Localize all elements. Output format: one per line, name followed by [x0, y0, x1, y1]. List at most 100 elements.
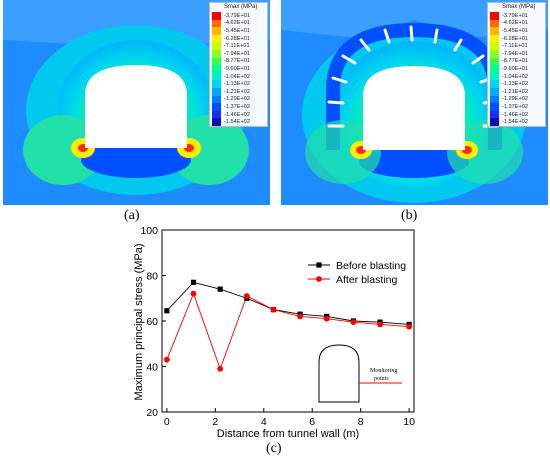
- legend-row: -7.11E+01: [488, 42, 545, 50]
- legend-row: -6.28E+01: [488, 34, 545, 43]
- y-axis-title: Maximum principal stress (MPa): [133, 243, 145, 400]
- stress-line-chart: 0 2 4 6 8 10 20 40 60 80 100 Distance from tunnel …: [133, 225, 415, 440]
- legend-value: -5.45E+01: [224, 27, 250, 34]
- legend-title: Smax (MPa): [502, 4, 536, 10]
- y-tick-label: 20: [146, 407, 158, 419]
- plot-area-frame: [161, 229, 415, 413]
- legend-value: -8.77E+01: [502, 58, 528, 65]
- inset-annotation: points: [374, 376, 389, 382]
- legend-value: -1.29E+02: [502, 96, 528, 103]
- legend-swatch: [490, 57, 499, 66]
- legend-swatch: [490, 72, 499, 81]
- legend-value: -1.21E+02: [224, 88, 250, 95]
- legend-value: -1.21E+02: [502, 88, 528, 95]
- legend-value: -3.79E+01: [224, 12, 250, 19]
- x-tick-label: 8: [358, 416, 364, 428]
- legend-value: -7.94E+01: [502, 50, 528, 57]
- legend-row: -1.37E+02: [488, 103, 545, 111]
- y-tick-label: 40: [146, 362, 158, 374]
- legend-value: -1.29E+02: [224, 96, 250, 103]
- legend-row: -1.46E+02: [488, 110, 545, 119]
- legend-row: -1.29E+02: [488, 95, 545, 104]
- legend-swatch: [212, 95, 221, 104]
- legend-value: -1.13E+02: [224, 81, 250, 88]
- legend-row: -1.54E+02: [210, 118, 267, 126]
- legend-swatch: [490, 12, 499, 20]
- panel-label-c: (c): [266, 441, 282, 456]
- legend-swatch: [490, 103, 499, 111]
- y-tick-label: 60: [146, 316, 158, 328]
- legend-swatch: [212, 57, 221, 66]
- contour-legend: Smax (MPa) -3.79E+01 -4.62E+01 -5.45E+01 -6…: [209, 2, 268, 127]
- legend-swatch: [490, 19, 499, 28]
- panel-label-a: (a): [124, 208, 140, 223]
- legend-row: -4.62E+01: [488, 19, 545, 28]
- tunnel-opening: [85, 65, 187, 148]
- legend-swatch: [490, 42, 499, 50]
- panel-label-b: (b): [401, 208, 418, 223]
- legend-row: -5.45E+01: [488, 27, 545, 35]
- y-tick-label: 100: [140, 225, 158, 237]
- legend-row: -7.94E+01: [210, 49, 267, 58]
- data-point: [190, 290, 197, 297]
- legend-swatch: [490, 27, 499, 35]
- legend-swatch: [212, 103, 221, 111]
- legend-row: -7.11E+01: [210, 42, 267, 50]
- legend-row: -1.54E+02: [488, 118, 545, 126]
- legend-swatch: [212, 12, 221, 20]
- legend-swatch: [490, 87, 499, 96]
- legend-row: -8.77E+01: [210, 57, 267, 66]
- legend-value: -1.37E+02: [224, 103, 250, 110]
- legend-value: -3.79E+01: [502, 12, 528, 19]
- legend-value: -1.37E+02: [502, 103, 528, 110]
- legend-row: -1.04E+02: [488, 72, 545, 81]
- legend-value: -7.94E+01: [224, 50, 250, 57]
- data-point: [217, 365, 224, 372]
- contour-plot-after-blasting: Smax (MPa) -3.79E+01 -4.62E+01 -5.45E+01 -6…: [281, 0, 548, 205]
- legend-value: -9.60E+01: [502, 65, 528, 72]
- legend-value: -4.62E+01: [224, 20, 250, 27]
- data-point: [323, 315, 330, 322]
- legend-swatch: [212, 80, 221, 88]
- legend-label: After blasting: [336, 274, 397, 286]
- series-line: [166, 292, 410, 371]
- legend-rows: -3.79E+01 -4.62E+01 -5.45E+01 -6.28E+01 -7.1…: [488, 12, 545, 126]
- legend-value: -1.46E+02: [224, 111, 250, 118]
- legend-row: -1.13E+02: [210, 80, 267, 88]
- legend-value: -1.54E+02: [224, 119, 250, 126]
- data-point: [164, 308, 170, 314]
- legend-swatch: [490, 110, 499, 119]
- legend-value: -1.04E+02: [502, 73, 528, 80]
- legend-swatch: [490, 95, 499, 104]
- legend-swatch: [212, 34, 221, 43]
- chart-legend: Before blasting After blasting: [308, 260, 406, 286]
- legend-value: -1.04E+02: [224, 73, 250, 80]
- legend-row: -9.60E+01: [488, 65, 545, 73]
- x-axis-title: Distance from tunnel wall (m): [217, 428, 359, 440]
- legend-row: -4.62E+01: [210, 19, 267, 28]
- legend-value: -7.11E+01: [502, 43, 528, 50]
- legend-row: -1.37E+02: [210, 103, 267, 111]
- tunnel-inset-diagram: Monitoring points: [318, 344, 402, 403]
- legend-value: -1.46E+02: [502, 111, 528, 118]
- data-point: [406, 323, 413, 330]
- legend-swatch: [212, 72, 221, 81]
- legend-swatch: [212, 42, 221, 50]
- contour-legend: Smax (MPa) -3.79E+01 -4.62E+01 -5.45E+01 -6…: [487, 2, 546, 127]
- legend-swatch: [212, 65, 221, 73]
- legend-title: Smax (MPa): [224, 4, 258, 10]
- data-point: [377, 321, 383, 328]
- legend-value: -4.62E+01: [502, 20, 528, 27]
- legend-value: -9.60E+01: [224, 65, 250, 72]
- data-point: [217, 286, 223, 292]
- legend-row: -3.79E+01: [210, 12, 267, 20]
- legend-row: -9.60E+01: [210, 65, 267, 73]
- legend-swatch: [490, 49, 499, 58]
- x-tick-label: 6: [309, 416, 315, 428]
- legend-swatch: [212, 49, 221, 58]
- legend-value: -7.11E+01: [224, 43, 250, 50]
- legend-row: -1.46E+02: [210, 110, 267, 119]
- legend-marker: [316, 262, 322, 268]
- data-point: [350, 319, 357, 326]
- legend-marker: [316, 276, 322, 282]
